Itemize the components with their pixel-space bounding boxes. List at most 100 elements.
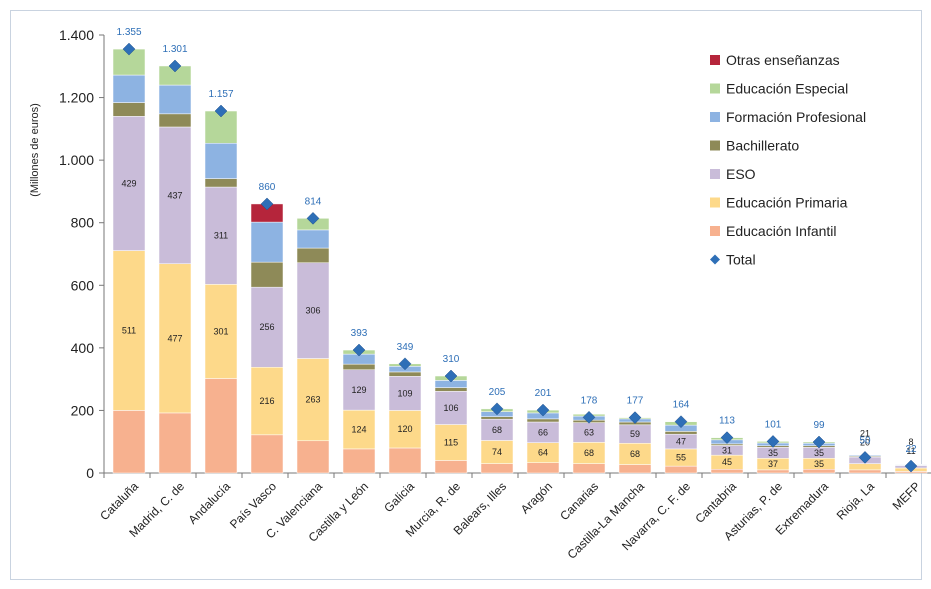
y-tick-label: 400 (71, 340, 95, 356)
total-marker (214, 104, 228, 118)
segment-data-label: 129 (351, 385, 366, 395)
segment-data-label: 35 (814, 459, 824, 469)
segment-data-label: 256 (259, 322, 274, 332)
bar-segment (250, 286, 284, 368)
bar-segment (296, 262, 330, 359)
bar-segment (112, 102, 146, 117)
x-tick-label: Castilla-La Mancha (565, 479, 648, 562)
segment-data-label: 8 (908, 437, 913, 447)
total-data-label: 201 (535, 388, 552, 399)
x-tick-label: Galicia (381, 479, 417, 515)
total-marker (582, 410, 596, 424)
segment-data-label: 263 (305, 395, 320, 405)
segment-data-label: 66 (538, 427, 548, 437)
segment-data-label: 63 (584, 427, 594, 437)
y-tick-label: 1.000 (59, 152, 94, 168)
x-tick-label: Andalucía (185, 479, 233, 527)
bar-segment (480, 416, 514, 420)
segment-data-label: 47 (676, 437, 686, 447)
bar-segment (664, 431, 698, 435)
bar-segment (526, 418, 560, 423)
total-marker (674, 415, 688, 429)
total-data-label: 22 (905, 444, 917, 455)
legend-label: Educación Especial (726, 81, 848, 97)
segment-data-label: 45 (722, 457, 732, 467)
bar-segment (756, 469, 790, 474)
bar-segment (434, 460, 468, 474)
legend-label: Educación Infantil (726, 223, 837, 239)
bar-segment (112, 74, 146, 103)
total-marker (260, 197, 274, 211)
y-tick-label: 1.400 (59, 27, 94, 43)
legend-swatch (710, 83, 720, 94)
bar-segment (204, 186, 238, 285)
segment-data-label: 306 (305, 306, 320, 316)
total-data-label: 860 (259, 182, 276, 193)
total-data-label: 99 (813, 420, 825, 431)
bar-segment (204, 378, 238, 474)
bar-segment (388, 410, 422, 449)
segment-data-label: 511 (122, 325, 136, 335)
bar-segment (112, 116, 146, 251)
total-marker (720, 431, 734, 445)
total-data-label: 1.157 (208, 89, 233, 100)
bar-segment (158, 113, 192, 128)
total-data-label: 814 (305, 196, 322, 207)
bar-segment (342, 369, 376, 411)
bar-segment (342, 409, 376, 450)
bar-segment (342, 448, 376, 474)
segment-data-label: 124 (351, 425, 366, 435)
bar-segment (158, 263, 192, 414)
y-tick-label: 800 (71, 215, 95, 231)
bar-segment (112, 410, 146, 474)
legend-label: Otras enseñanzas (726, 52, 840, 68)
y-tick-label: 0 (86, 465, 94, 481)
bar-segment (204, 178, 238, 188)
segment-data-label: 20 (860, 437, 870, 447)
total-data-label: 178 (581, 395, 598, 406)
bar-segment (848, 463, 882, 471)
bar-segment (250, 367, 284, 436)
total-marker (490, 402, 504, 416)
segment-data-label: 21 (860, 428, 870, 438)
x-tick-label: Cataluña (97, 479, 141, 523)
total-data-label: 1.301 (162, 44, 187, 55)
legend-label: Formación Profesional (726, 109, 866, 125)
segment-data-label: 68 (584, 448, 594, 458)
legend-swatch (710, 55, 720, 65)
total-marker (444, 369, 458, 383)
legend-swatch (710, 197, 720, 208)
segment-data-label: 115 (444, 437, 458, 447)
total-data-label: 50 (859, 435, 871, 446)
x-tick-label: Aragón (518, 479, 555, 516)
bar-segment (250, 434, 284, 474)
segment-data-label: 106 (443, 403, 458, 413)
total-marker (398, 357, 412, 371)
total-data-label: 101 (765, 419, 782, 430)
legend-label: Bachillerato (726, 138, 799, 154)
bar-segment (250, 261, 284, 288)
bar-segment (388, 447, 422, 474)
total-marker (306, 211, 320, 225)
bar-segment (710, 468, 744, 474)
segment-data-label: 477 (167, 333, 182, 343)
bar-segment (296, 358, 330, 442)
segment-data-label: 35 (814, 448, 824, 458)
total-marker (628, 411, 642, 424)
y-axis-title: (Millones de euros) (29, 103, 41, 197)
x-tick-label: Cantabria (692, 479, 739, 526)
total-data-label: 177 (627, 396, 644, 407)
bar-segment (158, 84, 192, 115)
bar-segment (342, 363, 376, 371)
x-tick-label: Canarias (557, 479, 601, 523)
total-marker (536, 403, 550, 417)
segment-data-label: 120 (397, 424, 412, 434)
y-tick-label: 1.200 (59, 90, 94, 106)
total-marker (168, 59, 182, 73)
total-marker (858, 451, 872, 464)
total-marker (766, 435, 780, 448)
total-marker (812, 435, 826, 449)
legend-label: Educación Primaria (726, 195, 848, 211)
bar-segment (618, 464, 652, 474)
bar-segment (802, 468, 836, 474)
